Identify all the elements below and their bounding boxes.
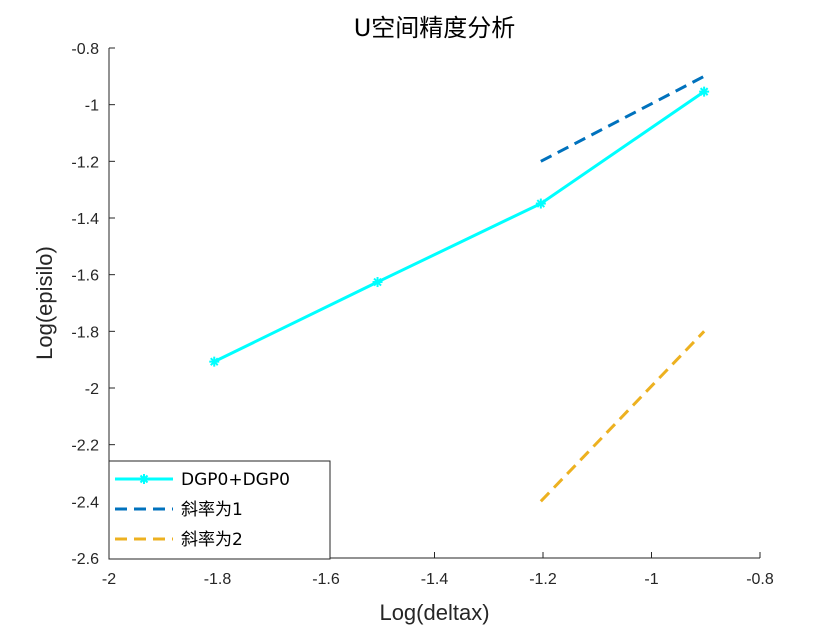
marker-stroke xyxy=(210,357,219,366)
legend-label: 斜率为2 xyxy=(181,530,243,550)
series-line-0 xyxy=(213,90,705,363)
series-point-0 xyxy=(699,86,710,97)
y-tick-label: -2.2 xyxy=(71,438,99,455)
y-tick-label: -2 xyxy=(85,381,99,398)
y-tick-label: -1.2 xyxy=(71,154,99,171)
x-tick-label: -1.4 xyxy=(421,571,449,588)
legend-label: 斜率为1 xyxy=(181,500,243,520)
series-line-2 xyxy=(539,330,706,503)
x-axis-label: Log(deltax) xyxy=(379,600,489,625)
legend: DGP0+DGP0 斜率为1 斜率为2 xyxy=(108,460,331,560)
series-point-0 xyxy=(372,277,383,288)
y-tick-label: -0.8 xyxy=(71,41,99,58)
marker-stroke xyxy=(536,199,546,208)
x-tick-label: -0.8 xyxy=(746,571,774,588)
marker-stroke xyxy=(699,87,709,96)
legend-label: DGP0+DGP0 xyxy=(181,470,290,490)
plot-area xyxy=(209,75,710,503)
y-axis-label: Log(episilo) xyxy=(32,246,57,360)
chart-title: U空间精度分析 xyxy=(354,14,516,42)
legend-marker xyxy=(139,474,149,484)
x-tick-label: -1.6 xyxy=(312,571,340,588)
series-point-0 xyxy=(535,198,546,209)
series-line-1 xyxy=(540,75,705,163)
x-tick-label: -2 xyxy=(102,571,116,588)
y-tick-label: -2.4 xyxy=(71,494,99,511)
series-point-0 xyxy=(209,356,220,367)
marker-stroke xyxy=(373,277,382,287)
x-tick-label: -1 xyxy=(644,571,658,588)
axes: -2 -1.8 -1.6 -1.4 -1.2 -1 -0.8 -2.6 -2.4 -2.2 -2 -1… xyxy=(71,41,773,588)
y-tick-label: -1.4 xyxy=(71,211,99,228)
x-tick-label: -1.2 xyxy=(529,571,557,588)
y-tick-label: -1.8 xyxy=(71,324,99,341)
marker-stroke xyxy=(139,474,149,484)
y-tick-label: -2.6 xyxy=(71,551,99,568)
y-tick-label: -1 xyxy=(85,98,99,115)
x-tick-label: -1.8 xyxy=(204,571,232,588)
y-tick-label: -1.6 xyxy=(71,268,99,285)
